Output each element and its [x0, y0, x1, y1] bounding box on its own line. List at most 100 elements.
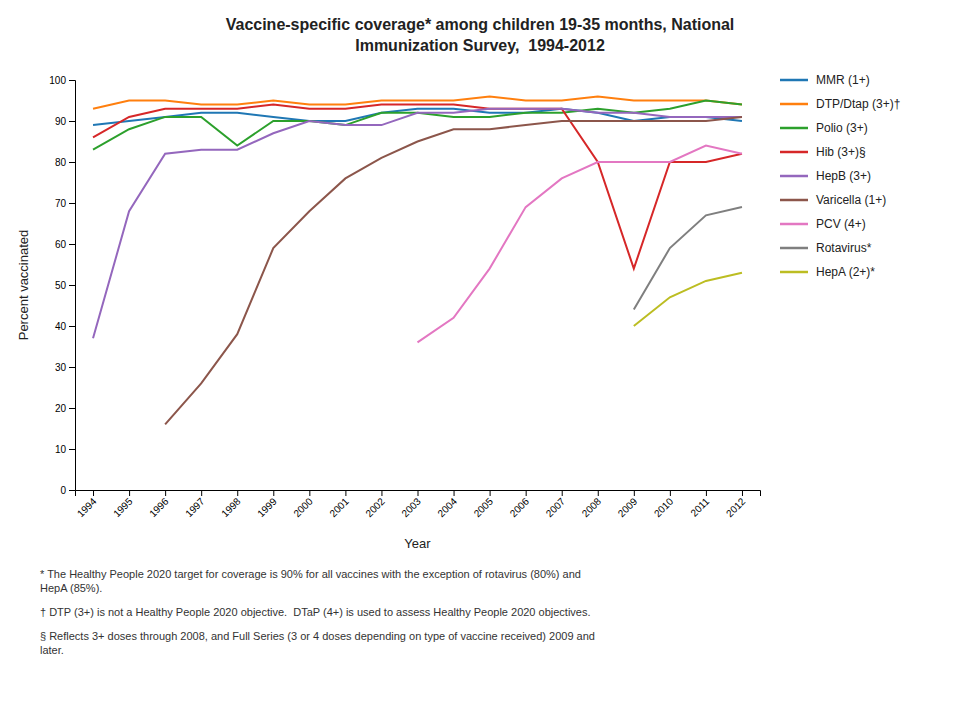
x-tick: 2009: [616, 490, 640, 519]
x-tick-mark: [345, 490, 346, 496]
footnote: § Reflects 3+ doses through 2008, and Fu…: [40, 630, 595, 656]
x-tick-mark: [670, 490, 671, 496]
legend-label: Varicella (1+): [816, 193, 886, 207]
legend-item: Polio (3+): [780, 121, 868, 135]
x-tick-label: 2006: [508, 495, 532, 519]
x-axis-line: [76, 491, 761, 497]
legend-swatch: [780, 175, 808, 178]
y-tick-label: 20: [55, 403, 67, 414]
y-tick: 50: [55, 280, 75, 291]
x-tick: 1999: [255, 490, 279, 519]
x-tick: 2004: [435, 490, 459, 519]
x-tick-label: 1999: [255, 495, 279, 519]
series-line: [93, 96, 742, 108]
x-tick: 2000: [291, 490, 315, 519]
y-tick-mark: [69, 408, 75, 409]
series-line: [418, 146, 742, 343]
x-tick: 2008: [580, 490, 604, 519]
footnote: * The Healthy People 2020 target for cov…: [40, 568, 581, 594]
x-tick-label: 1998: [219, 495, 243, 519]
legend-label: MMR (1+): [816, 73, 870, 87]
legend-label: DTP/Dtap (3+)†: [816, 97, 900, 111]
legend-item: PCV (4+): [780, 217, 866, 231]
title-line: Immunization Survey, 1994-2012: [355, 37, 605, 54]
y-tick-label: 70: [55, 198, 67, 209]
y-axis: 0102030405060708090100: [49, 75, 75, 496]
y-tick-mark: [69, 367, 75, 368]
x-tick-mark: [381, 490, 382, 496]
legend-item: MMR (1+): [780, 73, 870, 87]
y-tick: 40: [55, 321, 75, 332]
footnotes: * The Healthy People 2020 target for cov…: [40, 568, 595, 656]
x-tick: 2002: [363, 490, 387, 519]
legend-item: DTP/Dtap (3+)†: [780, 97, 900, 111]
x-tick-label: 2010: [652, 495, 676, 519]
y-tick-label: 100: [49, 75, 66, 86]
y-tick-label: 90: [55, 116, 67, 127]
footnote-line: § Reflects 3+ doses through 2008, and Fu…: [40, 630, 595, 642]
y-tick-mark: [69, 449, 75, 450]
x-axis-title: Year: [404, 536, 431, 551]
x-tick: 2007: [544, 490, 568, 519]
x-tick-label: 1996: [147, 495, 171, 519]
y-tick-label: 80: [55, 157, 67, 168]
x-tick: 2001: [327, 490, 351, 519]
x-tick-mark: [273, 490, 274, 496]
footnote-line: † DTP (3+) is not a Healthy People 2020 …: [40, 606, 591, 618]
footnote-line: later.: [40, 644, 64, 656]
x-tick-label: 2004: [435, 495, 459, 519]
x-tick-mark: [598, 490, 599, 496]
x-tick-label: 2002: [363, 495, 387, 519]
footnote-line: * The Healthy People 2020 target for cov…: [40, 568, 581, 580]
x-tick: 2003: [399, 490, 423, 519]
footnote: † DTP (3+) is not a Healthy People 2020 …: [40, 606, 591, 618]
title-line: Vaccine-specific coverage* among childre…: [226, 16, 735, 33]
y-tick: 30: [55, 362, 75, 373]
legend-item: HepB (3+): [780, 169, 871, 183]
x-tick-label: 1997: [183, 495, 207, 519]
x-tick: 1996: [147, 490, 171, 519]
x-tick: 2011: [688, 490, 711, 519]
legend-label: HepB (3+): [816, 169, 871, 183]
x-tick-mark: [129, 490, 130, 496]
title: Vaccine-specific coverage* among childre…: [226, 16, 735, 54]
legend-swatch: [780, 127, 808, 130]
y-axis-title: Percent vaccinated: [16, 230, 31, 341]
y-tick-mark: [69, 285, 75, 286]
x-tick-label: 2011: [688, 495, 711, 518]
y-tick-mark: [69, 244, 75, 245]
legend-label: PCV (4+): [816, 217, 866, 231]
chart: Vaccine-specific coverage* among childre…: [0, 0, 960, 720]
y-tick-mark: [69, 490, 75, 491]
legend-label: HepA (2+)*: [816, 265, 875, 279]
series-line: [93, 105, 742, 269]
x-tick-mark: [634, 490, 635, 496]
legend-item: HepA (2+)*: [780, 265, 875, 279]
x-tick-label: 1995: [111, 495, 135, 519]
y-tick: 70: [55, 198, 75, 209]
x-tick: 2005: [472, 490, 496, 519]
x-tick: 1994: [75, 490, 99, 519]
x-axis: 1994 1995 1996 1997 1998 1999 2000 2001 2002 2003…: [75, 490, 761, 519]
y-tick-label: 50: [55, 280, 67, 291]
x-tick-label: 2008: [580, 495, 604, 519]
y-tick-mark: [69, 162, 75, 163]
y-tick-mark: [69, 121, 75, 122]
y-tick-mark: [69, 203, 75, 204]
legend-swatch: [780, 271, 808, 274]
legend-label: Hib (3+)§: [816, 145, 866, 159]
x-tick-mark: [93, 490, 94, 496]
series-line: [634, 273, 742, 326]
x-tick-mark: [526, 490, 527, 496]
y-axis-line: [69, 81, 76, 491]
y-tick: 80: [55, 157, 75, 168]
x-tick-label: 2007: [544, 495, 568, 519]
series-line: [165, 117, 742, 425]
x-tick-label: 1994: [75, 495, 99, 519]
x-tick-label: 2012: [724, 495, 748, 519]
x-tick: 1995: [111, 490, 135, 519]
y-tick-label: 30: [55, 362, 67, 373]
lines: [93, 96, 742, 424]
y-tick-label: 60: [55, 239, 67, 250]
legend: MMR (1+) DTP/Dtap (3+)† Polio (3+) Hib (3+)…: [780, 73, 900, 279]
